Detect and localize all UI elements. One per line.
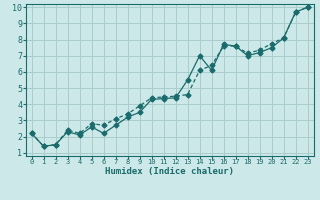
X-axis label: Humidex (Indice chaleur): Humidex (Indice chaleur) — [105, 167, 234, 176]
